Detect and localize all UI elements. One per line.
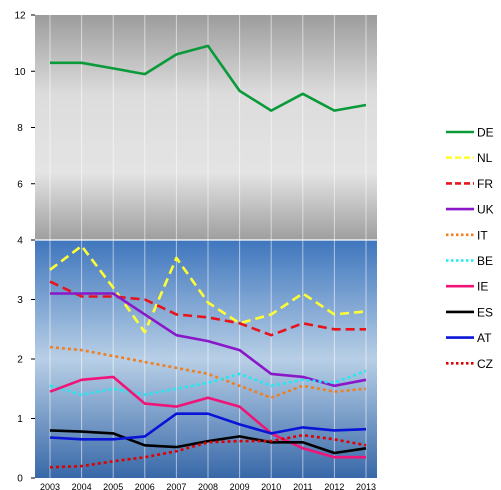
series-line-de bbox=[50, 44, 367, 112]
y-tick-label: 0 bbox=[17, 474, 23, 485]
legend-label-es: ES bbox=[477, 305, 493, 319]
upper-panel-background bbox=[35, 15, 377, 240]
series-line-it bbox=[49, 345, 367, 400]
x-tick-label: 2006 bbox=[135, 482, 155, 490]
x-tick-label: 2003 bbox=[40, 482, 60, 490]
legend: DE NL FR UK IT BE IE ES AT CZ bbox=[446, 126, 494, 371]
legend-label-it: IT bbox=[477, 228, 488, 242]
legend-label-at: AT bbox=[477, 331, 492, 345]
legend-label-nl: NL bbox=[477, 151, 493, 165]
x-tick-label: 2013 bbox=[356, 482, 376, 490]
legend-label-ie: IE bbox=[477, 280, 488, 294]
y-tick-label: 8 bbox=[17, 123, 23, 134]
series-line-be bbox=[49, 369, 367, 397]
legend-label-uk: UK bbox=[477, 203, 494, 217]
y-tick-label: 4 bbox=[17, 236, 23, 247]
x-tick-label: 2008 bbox=[198, 482, 218, 490]
y-tick-label: 6 bbox=[17, 179, 23, 190]
x-axis: 2003 2004 2005 2006 2007 2008 2009 2010 2011 2012… bbox=[40, 482, 376, 490]
y-tick-label: 12 bbox=[14, 11, 26, 22]
legend-label-cz: CZ bbox=[477, 357, 493, 371]
x-tick-label: 2004 bbox=[72, 482, 92, 490]
y-tick-label: 3 bbox=[17, 295, 23, 306]
legend-label-fr: FR bbox=[477, 177, 493, 191]
x-tick-label: 2009 bbox=[230, 482, 250, 490]
legend-label-be: BE bbox=[477, 254, 493, 268]
x-tick-label: 2005 bbox=[103, 482, 123, 490]
series-line-es bbox=[49, 429, 367, 455]
series-line-fr bbox=[49, 280, 366, 337]
series-lines bbox=[49, 44, 367, 469]
vertical-gridlines bbox=[35, 15, 377, 478]
y-tick-label: 2 bbox=[17, 355, 23, 366]
legend-label-de: DE bbox=[477, 126, 494, 140]
x-tick-label: 2010 bbox=[261, 482, 281, 490]
x-tick-label: 2012 bbox=[324, 482, 344, 490]
series-line-at bbox=[49, 412, 367, 441]
y-tick-label: 10 bbox=[14, 67, 26, 78]
x-tick-label: 2011 bbox=[293, 482, 312, 490]
y-tick-label: 1 bbox=[17, 414, 23, 425]
series-line-nl bbox=[49, 244, 367, 334]
series-line-ie bbox=[49, 375, 366, 459]
x-tick-label: 2007 bbox=[166, 482, 186, 490]
series-line-cz bbox=[49, 433, 367, 469]
